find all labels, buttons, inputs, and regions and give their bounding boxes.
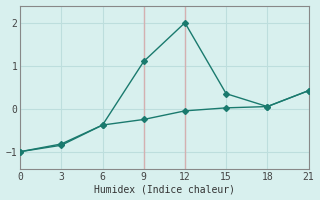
X-axis label: Humidex (Indice chaleur): Humidex (Indice chaleur) — [94, 184, 235, 194]
